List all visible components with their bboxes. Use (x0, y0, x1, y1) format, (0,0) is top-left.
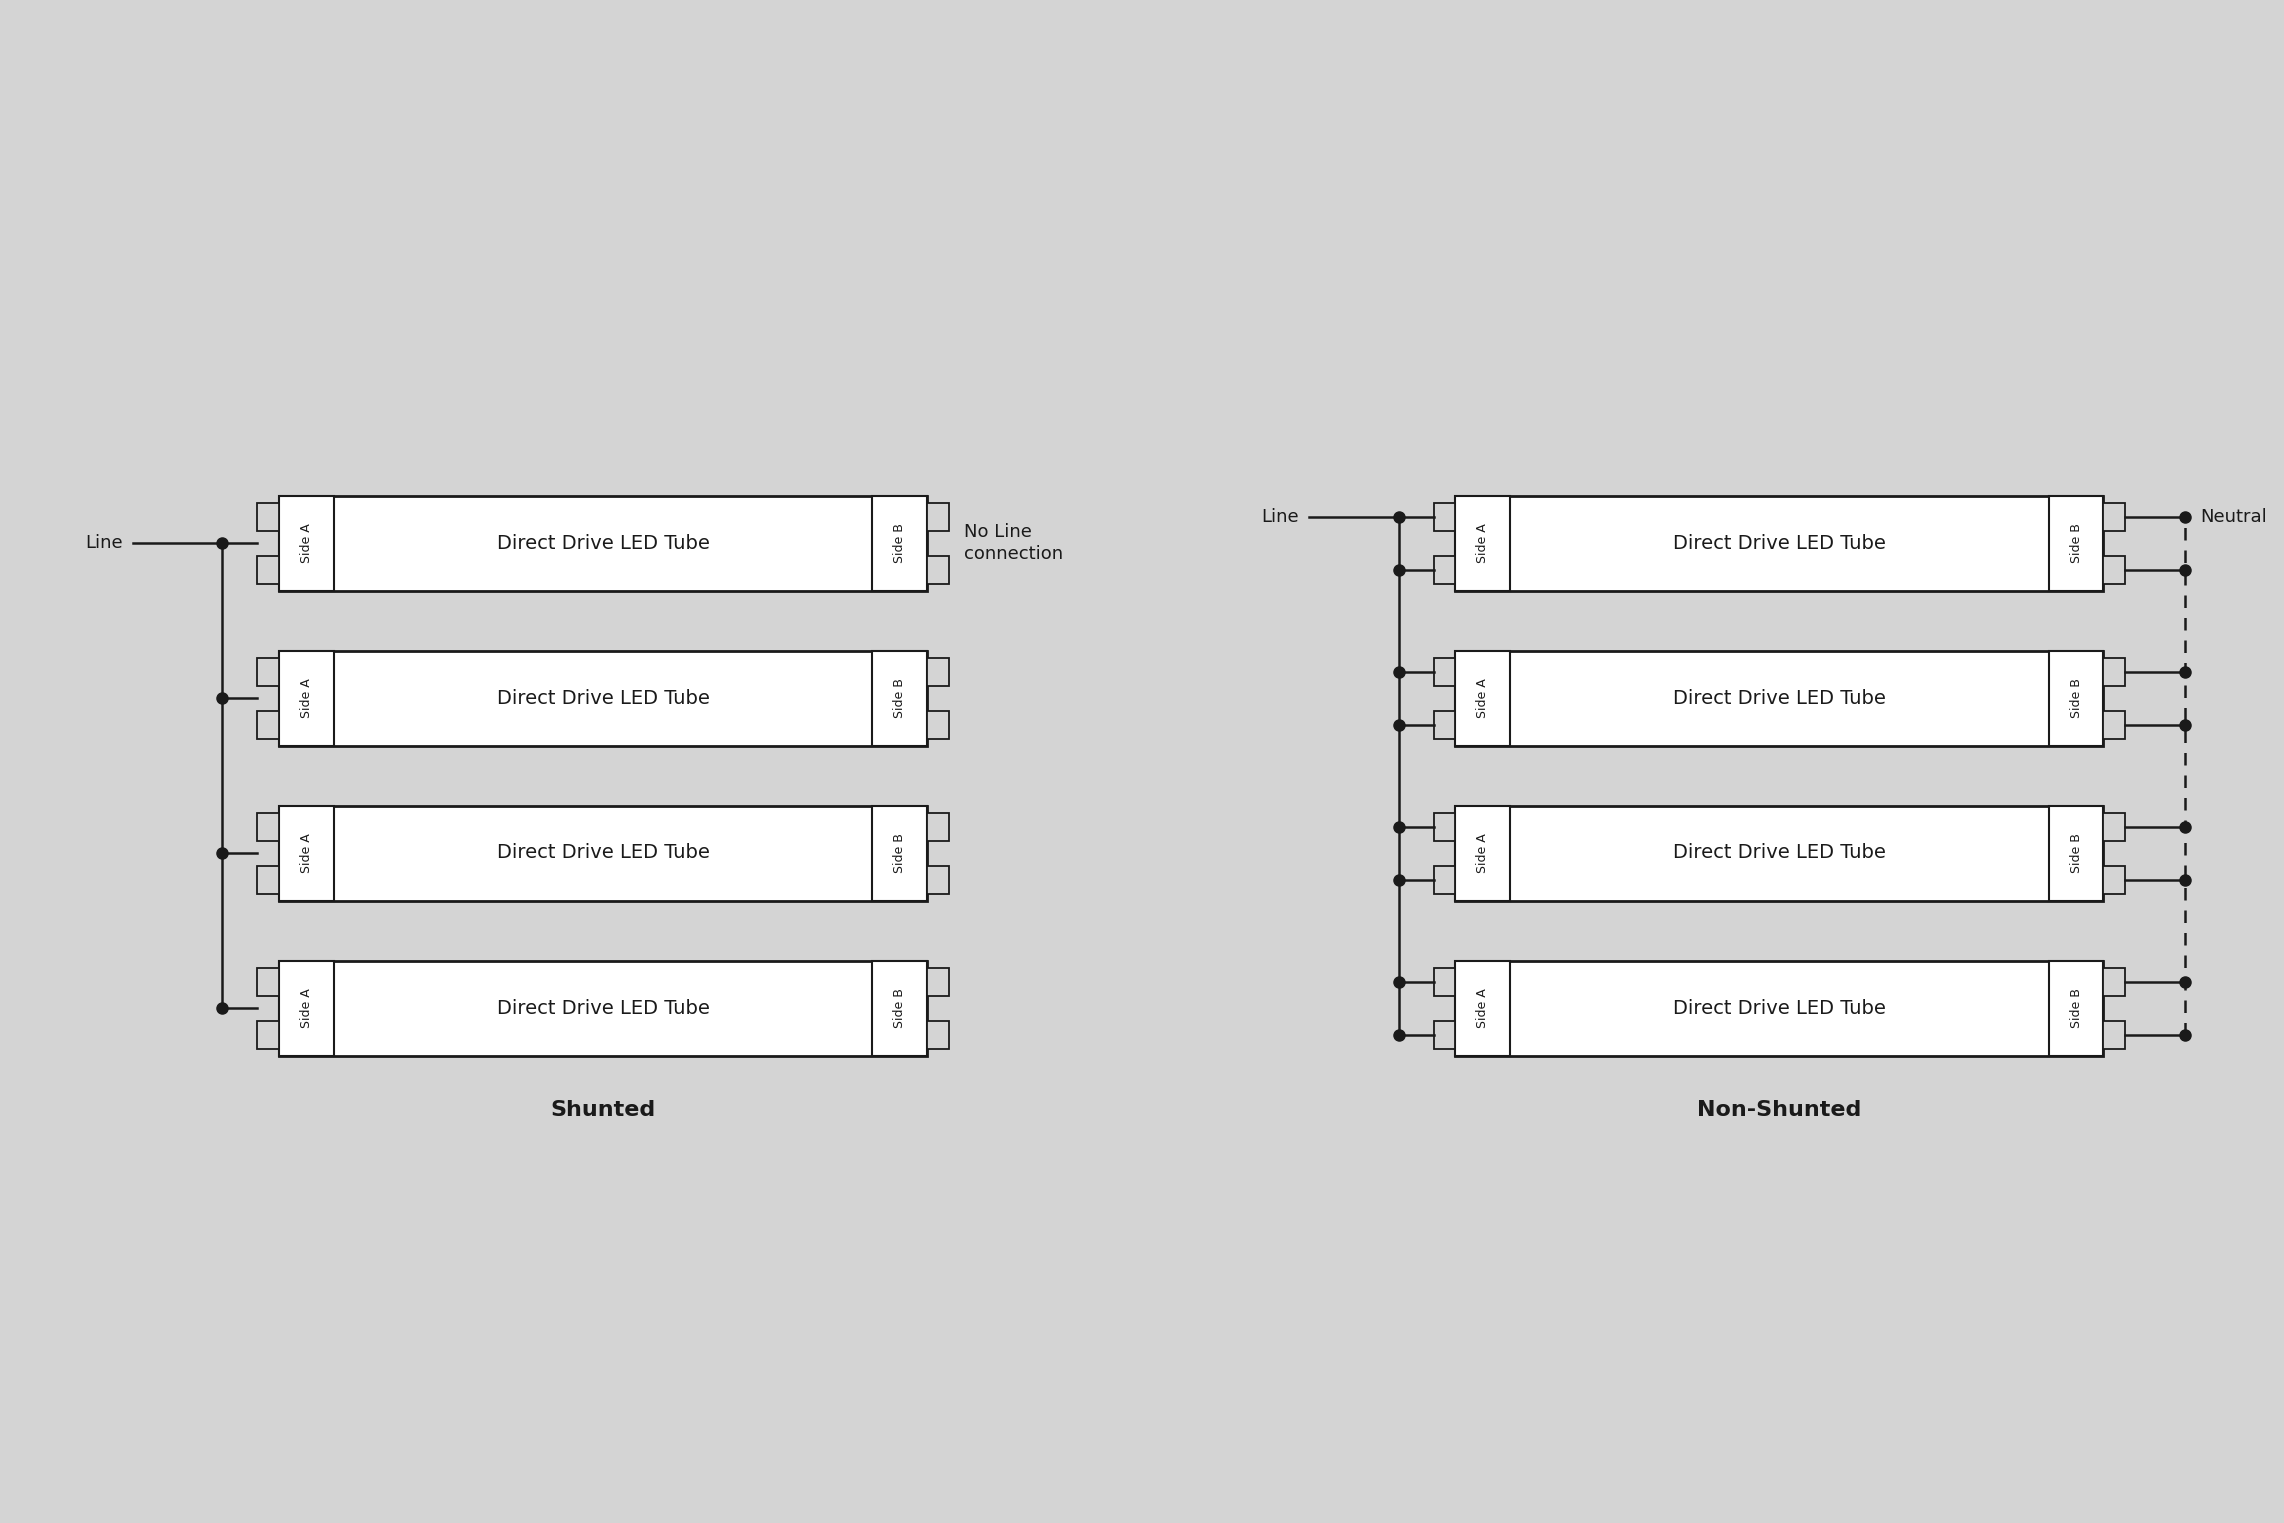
Bar (872, 961, 927, 1055)
Bar (279, 650, 333, 745)
Bar (258, 812, 279, 841)
Text: Line: Line (85, 535, 123, 551)
Text: No Line
connection: No Line connection (964, 522, 1062, 564)
Bar (258, 503, 279, 530)
Text: Side A: Side A (1475, 678, 1489, 717)
Text: Direct Drive LED Tube: Direct Drive LED Tube (496, 999, 710, 1017)
Text: Direct Drive LED Tube: Direct Drive LED Tube (1674, 844, 1887, 862)
Text: Side A: Side A (1475, 522, 1489, 564)
Bar (1455, 961, 2104, 1055)
Text: Side A: Side A (299, 678, 313, 717)
Bar (279, 961, 333, 1055)
Text: Line: Line (1261, 507, 1300, 525)
Bar (279, 961, 927, 1055)
Text: Neutral: Neutral (2199, 507, 2268, 525)
Bar (1434, 865, 1455, 894)
Bar (258, 711, 279, 739)
Bar (1434, 503, 1455, 530)
Bar (2104, 503, 2126, 530)
Bar (872, 806, 927, 900)
Bar (2049, 495, 2104, 591)
Text: Side B: Side B (2069, 988, 2083, 1028)
Bar (279, 495, 333, 591)
Text: Direct Drive LED Tube: Direct Drive LED Tube (1674, 533, 1887, 553)
Bar (2104, 865, 2126, 894)
Bar (927, 812, 950, 841)
Bar (2104, 711, 2126, 739)
Bar (279, 495, 927, 591)
Bar (1455, 650, 1510, 745)
Bar (2049, 961, 2104, 1055)
Text: Direct Drive LED Tube: Direct Drive LED Tube (496, 533, 710, 553)
Bar (872, 650, 927, 745)
Bar (1434, 967, 1455, 996)
Bar (872, 495, 927, 591)
Bar (1434, 711, 1455, 739)
Text: Direct Drive LED Tube: Direct Drive LED Tube (1674, 999, 1887, 1017)
Bar (279, 650, 927, 745)
Bar (258, 865, 279, 894)
Text: Direct Drive LED Tube: Direct Drive LED Tube (1674, 688, 1887, 708)
Text: Side A: Side A (299, 988, 313, 1028)
Text: Side A: Side A (299, 522, 313, 564)
Text: Direct Drive LED Tube: Direct Drive LED Tube (496, 844, 710, 862)
Text: Side B: Side B (893, 988, 907, 1028)
Bar (279, 806, 333, 900)
Bar (927, 865, 950, 894)
Bar (2104, 1020, 2126, 1048)
Bar (927, 1020, 950, 1048)
Text: Side A: Side A (1475, 988, 1489, 1028)
Bar (258, 967, 279, 996)
Bar (1434, 1020, 1455, 1048)
Bar (279, 806, 927, 900)
Text: Side A: Side A (1475, 833, 1489, 873)
Bar (2049, 806, 2104, 900)
Bar (1434, 812, 1455, 841)
Bar (927, 967, 950, 996)
Bar (1455, 961, 1510, 1055)
Text: Side A: Side A (299, 833, 313, 873)
Bar (1455, 495, 1510, 591)
Text: Direct Drive LED Tube: Direct Drive LED Tube (496, 688, 710, 708)
Text: Shunted: Shunted (550, 1101, 656, 1121)
Bar (1434, 658, 1455, 685)
Text: Side B: Side B (2069, 678, 2083, 717)
Text: Side B: Side B (893, 833, 907, 873)
Bar (258, 1020, 279, 1048)
Bar (927, 556, 950, 583)
Bar (258, 658, 279, 685)
Text: Side B: Side B (893, 678, 907, 717)
Bar (2104, 556, 2126, 583)
Bar (927, 658, 950, 685)
Text: Side B: Side B (893, 522, 907, 564)
Bar (1455, 806, 2104, 900)
Bar (2104, 658, 2126, 685)
Text: Non-Shunted: Non-Shunted (1697, 1101, 1861, 1121)
Bar (2104, 812, 2126, 841)
Bar (927, 503, 950, 530)
Bar (927, 711, 950, 739)
Bar (1434, 556, 1455, 583)
Bar (2104, 967, 2126, 996)
Text: Side B: Side B (2069, 522, 2083, 564)
Bar (1455, 650, 2104, 745)
Bar (1455, 806, 1510, 900)
Text: Side B: Side B (2069, 833, 2083, 873)
Bar (1455, 495, 2104, 591)
Bar (2049, 650, 2104, 745)
Bar (258, 556, 279, 583)
